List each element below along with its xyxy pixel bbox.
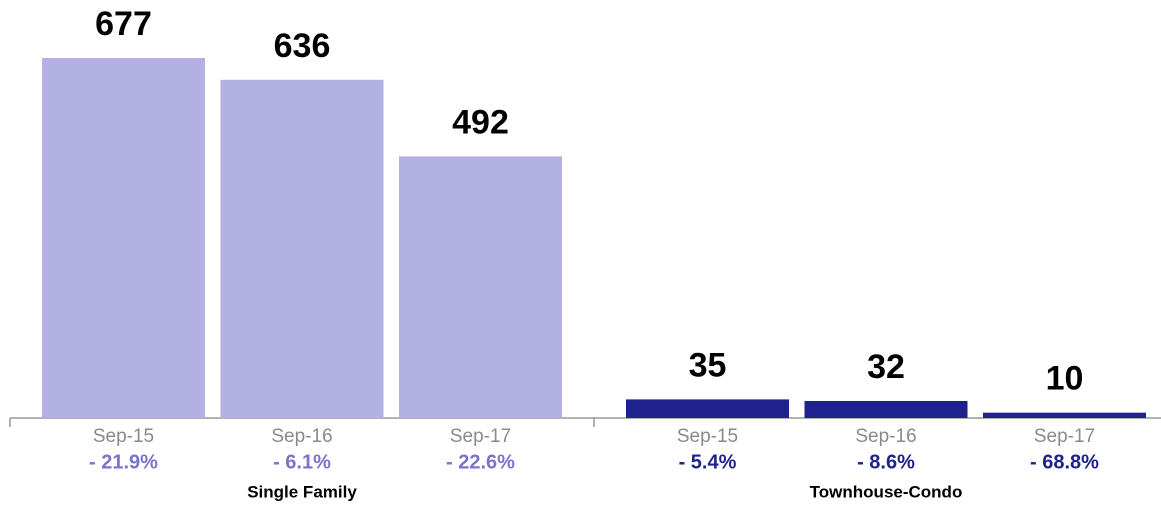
value-label: 35 — [689, 346, 727, 384]
change-label: - 8.6% — [857, 451, 915, 473]
value-label: 636 — [274, 27, 331, 65]
bar — [804, 400, 968, 418]
bar — [399, 156, 562, 418]
x-tick-label: Sep-17 — [1034, 426, 1095, 447]
value-label: 492 — [452, 103, 509, 141]
change-label: - 22.6% — [446, 451, 515, 473]
group-label: Townhouse-Condo — [810, 482, 963, 501]
x-tick-label: Sep-17 — [450, 426, 511, 447]
bar — [983, 412, 1146, 418]
value-label: 32 — [867, 348, 905, 386]
value-label: 677 — [95, 5, 152, 43]
bar — [626, 399, 789, 418]
bar — [220, 79, 384, 419]
x-tick-label: Sep-15 — [677, 426, 738, 447]
change-label: - 6.1% — [273, 451, 331, 473]
bar — [42, 58, 205, 418]
change-label: - 21.9% — [89, 451, 158, 473]
group-label: Single Family — [247, 482, 357, 501]
value-label: 10 — [1046, 360, 1084, 398]
change-label: - 68.8% — [1030, 451, 1099, 473]
x-tick-label: Sep-15 — [93, 426, 154, 447]
change-label: - 5.4% — [679, 451, 737, 473]
x-tick-label: Sep-16 — [271, 426, 332, 447]
x-tick-label: Sep-16 — [855, 426, 916, 447]
